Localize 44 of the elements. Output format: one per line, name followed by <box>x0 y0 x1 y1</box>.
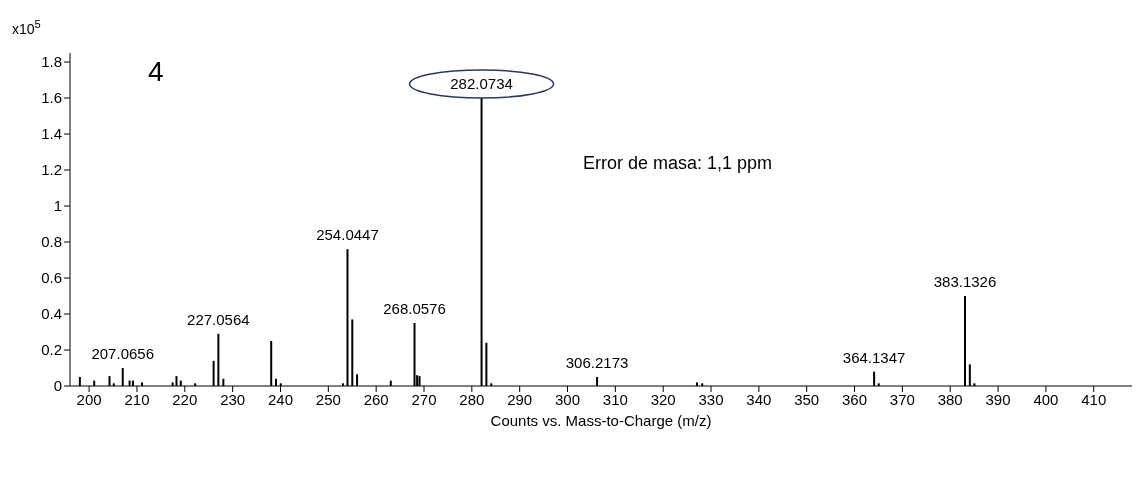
annotation: Error de masa: 1,1 ppm <box>583 153 773 174</box>
x-tick-label: 280 <box>459 390 485 408</box>
x-tick-label: 350 <box>794 390 820 408</box>
annotation: 383.1326 <box>933 273 997 290</box>
x-tick-label: 310 <box>602 390 628 408</box>
y-tick-label: 1.4 <box>41 125 62 143</box>
x-tick-label: 230 <box>220 390 246 408</box>
y-tick-label: 0.2 <box>41 341 62 359</box>
y-tick-label: 1.6 <box>41 89 62 107</box>
annotation: 227.0564 <box>187 310 250 328</box>
x-tick-label: 300 <box>555 390 581 408</box>
annotation: 207.0656 <box>91 345 155 362</box>
x-tick-label: 390 <box>985 390 1011 408</box>
annotation: 306.2173 <box>565 354 629 371</box>
x-axis-title: Counts vs. Mass-to-Charge (m/z) <box>490 412 712 429</box>
y-tick-label: 1.2 <box>41 161 62 179</box>
y-tick-label: 0.4 <box>41 305 62 323</box>
x-tick-label: 260 <box>363 390 389 408</box>
x-tick-label: 400 <box>1033 390 1059 408</box>
y-axis-title: x10$^{5}$ <box>12 18 41 37</box>
annotation: 254.0447 <box>316 226 379 244</box>
y-tick-label: 1.8 <box>41 53 62 71</box>
x-tick-label: 370 <box>889 390 915 408</box>
x-tick-label: 250 <box>315 390 341 408</box>
annotation: 364.1347 <box>842 348 906 366</box>
y-tick-label: 0 <box>53 377 62 395</box>
y-tick-label: 1 <box>53 197 62 215</box>
x-tick-label: 320 <box>650 390 676 408</box>
x-tick-label: 410 <box>1081 390 1107 408</box>
x-tick-label: 340 <box>746 390 772 408</box>
x-tick-label: 240 <box>267 390 293 408</box>
annotation: 4 <box>148 56 164 88</box>
annotation: 282.0734 <box>450 75 513 92</box>
x-tick-label: 210 <box>124 390 150 408</box>
x-tick-label: 220 <box>172 390 198 408</box>
x-tick-label: 290 <box>507 390 533 408</box>
y-tick-label: 0.8 <box>41 233 62 251</box>
x-tick-label: 200 <box>76 390 102 408</box>
annotation: 268.0576 <box>383 300 446 317</box>
x-tick-label: 270 <box>411 390 437 408</box>
y-tick-label: 0.6 <box>41 269 62 287</box>
x-tick-label: 330 <box>698 390 724 408</box>
x-tick-label: 360 <box>842 390 868 408</box>
x-tick-label: 380 <box>937 390 963 408</box>
